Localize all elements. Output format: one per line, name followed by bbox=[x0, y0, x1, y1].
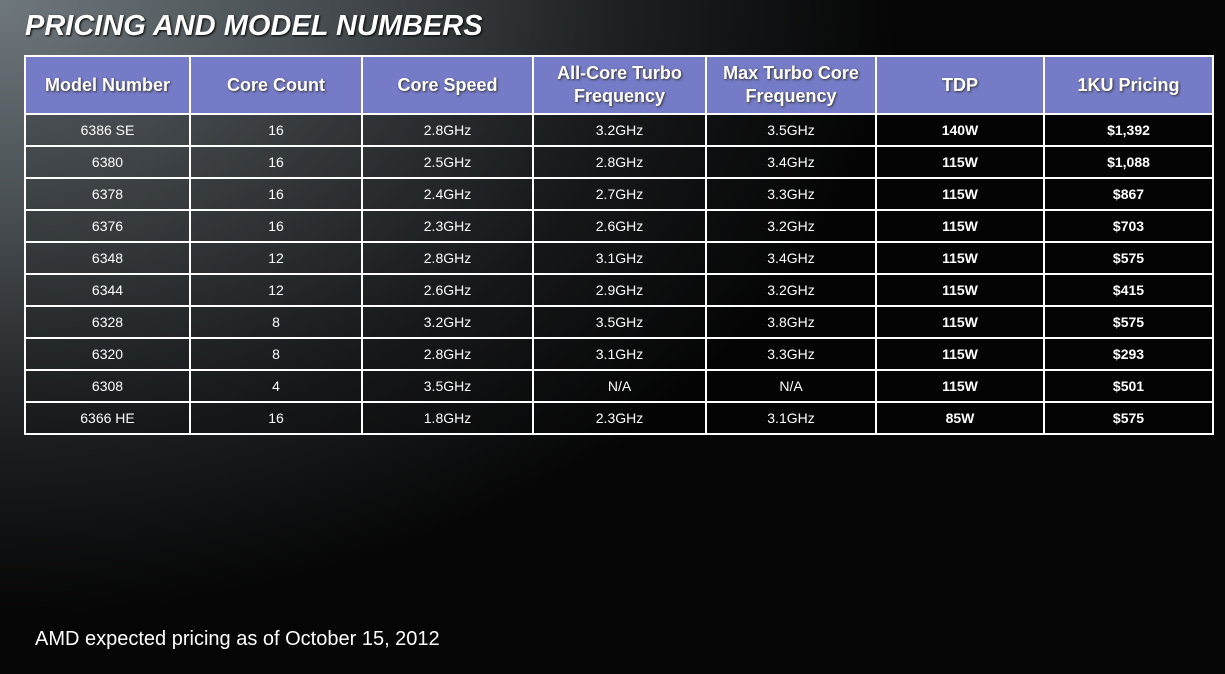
table-cell: 3.3GHz bbox=[705, 337, 877, 371]
column-header: Core Speed bbox=[361, 55, 534, 115]
table-cell: 6378 bbox=[24, 177, 191, 211]
table-row: 6376 16 2.3GHz 2.6GHz 3.2GHz 115W $703 bbox=[24, 209, 1214, 243]
table-cell: 115W bbox=[875, 241, 1045, 275]
page-title: PRICING AND MODEL NUMBERS bbox=[25, 10, 483, 42]
table-cell: 8 bbox=[189, 305, 363, 339]
table-cell: 2.4GHz bbox=[361, 177, 534, 211]
table-cell: 12 bbox=[189, 241, 363, 275]
table-row: 6344 12 2.6GHz 2.9GHz 3.2GHz 115W $415 bbox=[24, 273, 1214, 307]
table-cell: 3.3GHz bbox=[705, 177, 877, 211]
table-row: 6320 8 2.8GHz 3.1GHz 3.3GHz 115W $293 bbox=[24, 337, 1214, 371]
column-header: All-Core Turbo Frequency bbox=[532, 55, 707, 115]
table-cell: 6348 bbox=[24, 241, 191, 275]
table-cell: 12 bbox=[189, 273, 363, 307]
table-cell: 4 bbox=[189, 369, 363, 403]
table-cell: 3.2GHz bbox=[705, 273, 877, 307]
table-cell: 6308 bbox=[24, 369, 191, 403]
table-cell: N/A bbox=[705, 369, 877, 403]
table-cell: 3.2GHz bbox=[532, 113, 707, 147]
table-cell: 115W bbox=[875, 145, 1045, 179]
table-cell: $575 bbox=[1043, 241, 1214, 275]
column-header: Model Number bbox=[24, 55, 191, 115]
table-cell: 3.4GHz bbox=[705, 145, 877, 179]
table-cell: N/A bbox=[532, 369, 707, 403]
table-cell: 2.3GHz bbox=[361, 209, 534, 243]
table-cell: 16 bbox=[189, 209, 363, 243]
table-cell: 3.1GHz bbox=[532, 337, 707, 371]
table-cell: 2.7GHz bbox=[532, 177, 707, 211]
table-cell: 6366 HE bbox=[24, 401, 191, 435]
table-cell: 2.3GHz bbox=[532, 401, 707, 435]
table-cell: 2.8GHz bbox=[361, 241, 534, 275]
table-cell: $1,088 bbox=[1043, 145, 1214, 179]
table-cell: 2.8GHz bbox=[361, 113, 534, 147]
table-row: 6380 16 2.5GHz 2.8GHz 3.4GHz 115W $1,088 bbox=[24, 145, 1214, 179]
table-cell: 3.2GHz bbox=[361, 305, 534, 339]
table-cell: 2.6GHz bbox=[532, 209, 707, 243]
table-cell: 2.9GHz bbox=[532, 273, 707, 307]
table-row: 6328 8 3.2GHz 3.5GHz 3.8GHz 115W $575 bbox=[24, 305, 1214, 339]
table-row: 6308 4 3.5GHz N/A N/A 115W $501 bbox=[24, 369, 1214, 403]
table-cell: 85W bbox=[875, 401, 1045, 435]
table-cell: 3.5GHz bbox=[705, 113, 877, 147]
table-cell: $501 bbox=[1043, 369, 1214, 403]
table-cell: 6386 SE bbox=[24, 113, 191, 147]
table-cell: 6328 bbox=[24, 305, 191, 339]
column-header: Core Count bbox=[189, 55, 363, 115]
table-cell: 16 bbox=[189, 177, 363, 211]
table-cell: $867 bbox=[1043, 177, 1214, 211]
table-cell: $575 bbox=[1043, 305, 1214, 339]
table-cell: 3.4GHz bbox=[705, 241, 877, 275]
table-cell: 6380 bbox=[24, 145, 191, 179]
table-cell: 16 bbox=[189, 401, 363, 435]
table-cell: 115W bbox=[875, 177, 1045, 211]
table-cell: 3.8GHz bbox=[705, 305, 877, 339]
table-cell: 115W bbox=[875, 369, 1045, 403]
table-cell: $703 bbox=[1043, 209, 1214, 243]
table-row: 6386 SE 16 2.8GHz 3.2GHz 3.5GHz 140W $1,392 bbox=[24, 113, 1214, 147]
table-cell: 115W bbox=[875, 305, 1045, 339]
table-cell: 3.5GHz bbox=[361, 369, 534, 403]
table-cell: 8 bbox=[189, 337, 363, 371]
table-cell: 115W bbox=[875, 273, 1045, 307]
table-cell: 2.5GHz bbox=[361, 145, 534, 179]
table-cell: $575 bbox=[1043, 401, 1214, 435]
column-header: TDP bbox=[875, 55, 1045, 115]
pricing-table: Model Number Core Count Core Speed All-Core… bbox=[24, 55, 1214, 435]
table-cell: 3.5GHz bbox=[532, 305, 707, 339]
table-cell: 3.1GHz bbox=[532, 241, 707, 275]
table-cell: 16 bbox=[189, 145, 363, 179]
table-cell: 16 bbox=[189, 113, 363, 147]
table-cell: 115W bbox=[875, 209, 1045, 243]
table-cell: 2.6GHz bbox=[361, 273, 534, 307]
table-cell: 1.8GHz bbox=[361, 401, 534, 435]
table-cell: 3.2GHz bbox=[705, 209, 877, 243]
table-row: 6378 16 2.4GHz 2.7GHz 3.3GHz 115W $867 bbox=[24, 177, 1214, 211]
table-header-row: Model Number Core Count Core Speed All-Core… bbox=[24, 55, 1214, 115]
table-cell: 6376 bbox=[24, 209, 191, 243]
table-cell: 2.8GHz bbox=[532, 145, 707, 179]
table-cell: 140W bbox=[875, 113, 1045, 147]
table-row: 6348 12 2.8GHz 3.1GHz 3.4GHz 115W $575 bbox=[24, 241, 1214, 275]
table-cell: 3.1GHz bbox=[705, 401, 877, 435]
table-cell: 2.8GHz bbox=[361, 337, 534, 371]
table-cell: 6344 bbox=[24, 273, 191, 307]
table-row: 6366 HE 16 1.8GHz 2.3GHz 3.1GHz 85W $575 bbox=[24, 401, 1214, 435]
table-cell: 6320 bbox=[24, 337, 191, 371]
column-header: 1KU Pricing bbox=[1043, 55, 1214, 115]
table-cell: $293 bbox=[1043, 337, 1214, 371]
table-cell: $1,392 bbox=[1043, 113, 1214, 147]
column-header: Max Turbo Core Frequency bbox=[705, 55, 877, 115]
table-cell: $415 bbox=[1043, 273, 1214, 307]
footnote: AMD expected pricing as of October 15, 2… bbox=[35, 628, 440, 650]
table-cell: 115W bbox=[875, 337, 1045, 371]
